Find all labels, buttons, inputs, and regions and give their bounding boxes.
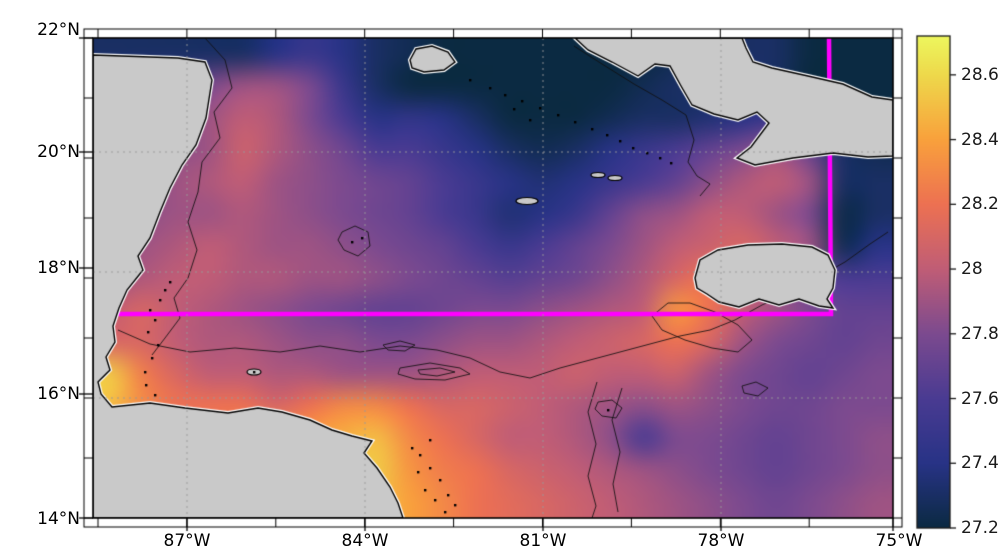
- colorbar-tick-label: 27.2: [961, 518, 999, 538]
- lat-tick-label: 22°N: [37, 20, 80, 40]
- colorbar-tick-label: 27.8: [961, 323, 999, 344]
- lat-tick-label: 16°N: [37, 384, 80, 404]
- lon-tick-label: 84°W: [341, 531, 389, 551]
- lon-tick-label: 81°W: [519, 531, 567, 551]
- colorbar-tick-label: 28.2: [961, 194, 999, 215]
- colorbar-tick-label: 28.4: [961, 129, 999, 150]
- lon-tick-label: 75°W: [875, 531, 923, 551]
- lat-tick-label: 20°N: [37, 142, 80, 162]
- colorbar-tick-label: 27.6: [961, 388, 999, 409]
- colorbar-tick-label: 28.6: [961, 64, 999, 85]
- lat-tick-label: 18°N: [37, 258, 80, 278]
- lon-tick-label: 78°W: [697, 531, 745, 551]
- colorbar-tick-label: 27.4: [961, 453, 999, 474]
- lat-tick-label: 14°N: [37, 509, 80, 529]
- colorbar-tick-label: 28: [961, 259, 983, 280]
- lon-tick-label: 87°W: [163, 531, 211, 551]
